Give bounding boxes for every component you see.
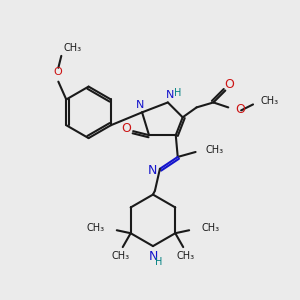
Text: N: N	[136, 100, 144, 110]
Text: CH₃: CH₃	[176, 251, 194, 261]
Text: N: N	[166, 89, 174, 100]
Text: O: O	[53, 67, 62, 77]
Text: H: H	[174, 88, 182, 98]
Text: CH₃: CH₃	[261, 97, 279, 106]
Text: CH₃: CH₃	[87, 223, 105, 233]
Text: CH₃: CH₃	[63, 43, 81, 53]
Text: CH₃: CH₃	[206, 145, 224, 155]
Text: H: H	[155, 257, 163, 267]
Text: N: N	[148, 250, 158, 262]
Text: N: N	[147, 164, 157, 177]
Text: O: O	[235, 103, 245, 116]
Text: CH₃: CH₃	[201, 223, 219, 233]
Text: O: O	[121, 122, 131, 135]
Text: CH₃: CH₃	[112, 251, 130, 261]
Text: O: O	[224, 78, 234, 91]
